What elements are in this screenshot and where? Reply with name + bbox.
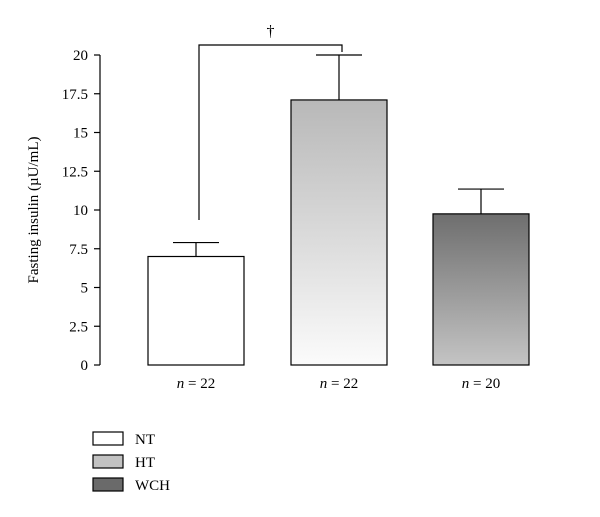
y-axis-title: Fasting insulin (µU/mL) (26, 137, 42, 284)
x-category-label-wch: n = 20 (462, 376, 500, 392)
y-tick-label-6: 15 (73, 126, 88, 142)
y-tick-label-0: 0 (81, 358, 89, 374)
bar-wch (432, 213, 530, 366)
legend-swatch-wch (92, 477, 124, 492)
y-tick-label-1: 2.5 (69, 319, 88, 335)
y-tick-label-4: 10 (73, 203, 88, 219)
legend: NT HT WCH (92, 431, 170, 494)
y-tick-label-5: 12.5 (62, 164, 88, 180)
y-tick-label-2: 5 (81, 281, 89, 297)
y-tick-label-8: 20 (73, 48, 88, 64)
y-tick-label-3: 7.5 (69, 242, 88, 258)
legend-label-ht: HT (135, 455, 155, 471)
legend-label-wch: WCH (135, 478, 170, 494)
significance-bracket (198, 44, 343, 220)
significance-mark: † (267, 23, 275, 40)
x-category-label-nt: n = 22 (177, 376, 215, 392)
y-tick-label-7: 17.5 (62, 87, 88, 103)
legend-swatch-nt (92, 431, 124, 446)
plot-area: 0 2.5 5 7.5 10 12.5 15 17.5 20 n = 22 n = 22 n = 20… (62, 23, 530, 392)
bar-ht (290, 99, 388, 366)
bar-nt (147, 255, 245, 366)
x-category-label-ht: n = 22 (320, 376, 358, 392)
legend-label-nt: NT (135, 432, 155, 448)
legend-swatch-ht (92, 454, 124, 469)
